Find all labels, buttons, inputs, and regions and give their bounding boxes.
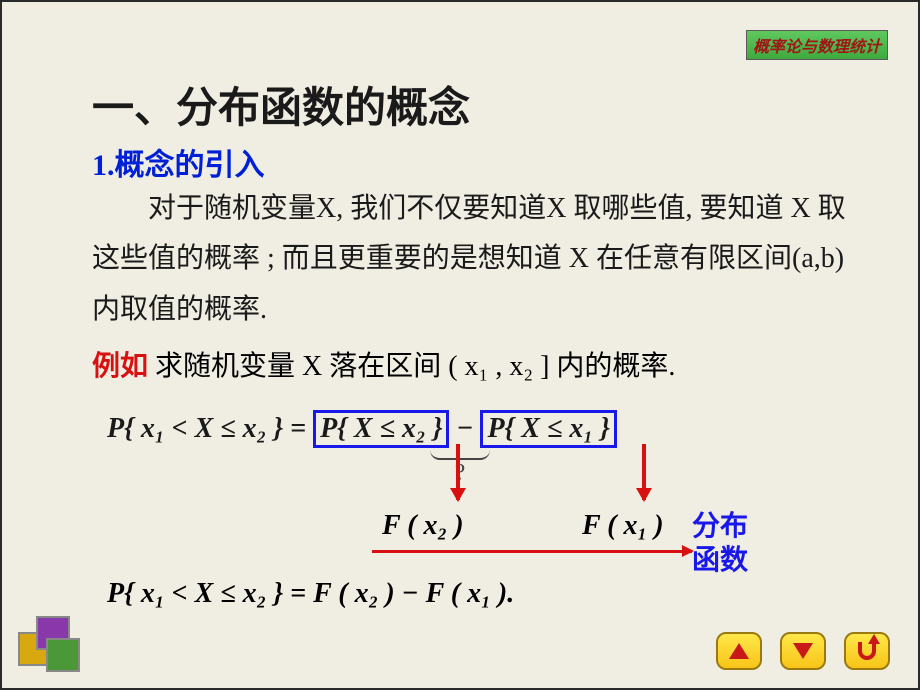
- body-paragraph: 对于随机变量X, 我们不仅要知道X 取哪些值, 要知道 X 取这些值的概率 ; …: [92, 184, 868, 335]
- F-x2-label: F ( x₂ ): [382, 510, 464, 542]
- subsection-title: 1.概念的引入: [92, 140, 265, 184]
- arrow-down-1-icon: [456, 444, 460, 500]
- F-x1-label: F ( x₁ ): [582, 510, 664, 542]
- example-label: 例如: [92, 351, 148, 382]
- header-badge: 概率论与数理统计: [746, 30, 888, 60]
- prev-button[interactable]: [716, 632, 762, 670]
- triangle-down-icon: [793, 643, 813, 659]
- formula-1: P{ x₁ < X ≤ x₂ } = P{ X ≤ x₂ } − P{ X ≤ …: [107, 410, 617, 448]
- example-line: 例如 求随机变量 X 落在区间 ( x₁ , x₂ ] 内的概率.: [92, 344, 675, 384]
- distribution-label: 分布 函数: [692, 510, 748, 577]
- nav-buttons: [716, 632, 890, 670]
- formula1-lhs: P{ x₁ < X ≤ x₂ } =: [107, 413, 306, 444]
- formula1-box2: P{ X ≤ x₁ }: [480, 410, 616, 448]
- example-text: 求随机变量 X 落在区间 ( x₁ , x₂ ] 内的概率.: [148, 351, 675, 382]
- dist-line1: 分布: [692, 510, 748, 544]
- formula1-minus: −: [456, 413, 480, 444]
- return-icon: [858, 642, 876, 660]
- return-button[interactable]: [844, 632, 890, 670]
- underline-arrow-icon: [372, 550, 692, 553]
- triangle-up-icon: [729, 643, 749, 659]
- next-button[interactable]: [780, 632, 826, 670]
- brace-question: ?: [430, 448, 490, 487]
- brace-q-text: ?: [430, 448, 490, 487]
- formula-2: P{ x₁ < X ≤ x₂ } = F ( x₂ ) − F ( x₁ ).: [107, 578, 514, 610]
- logo-icon: [18, 608, 82, 672]
- dist-line2: 函数: [692, 544, 748, 578]
- section-title: 一、分布函数的概念: [92, 74, 470, 135]
- arrow-down-2-icon: [642, 444, 646, 500]
- formula1-box1: P{ X ≤ x₂ }: [313, 410, 449, 448]
